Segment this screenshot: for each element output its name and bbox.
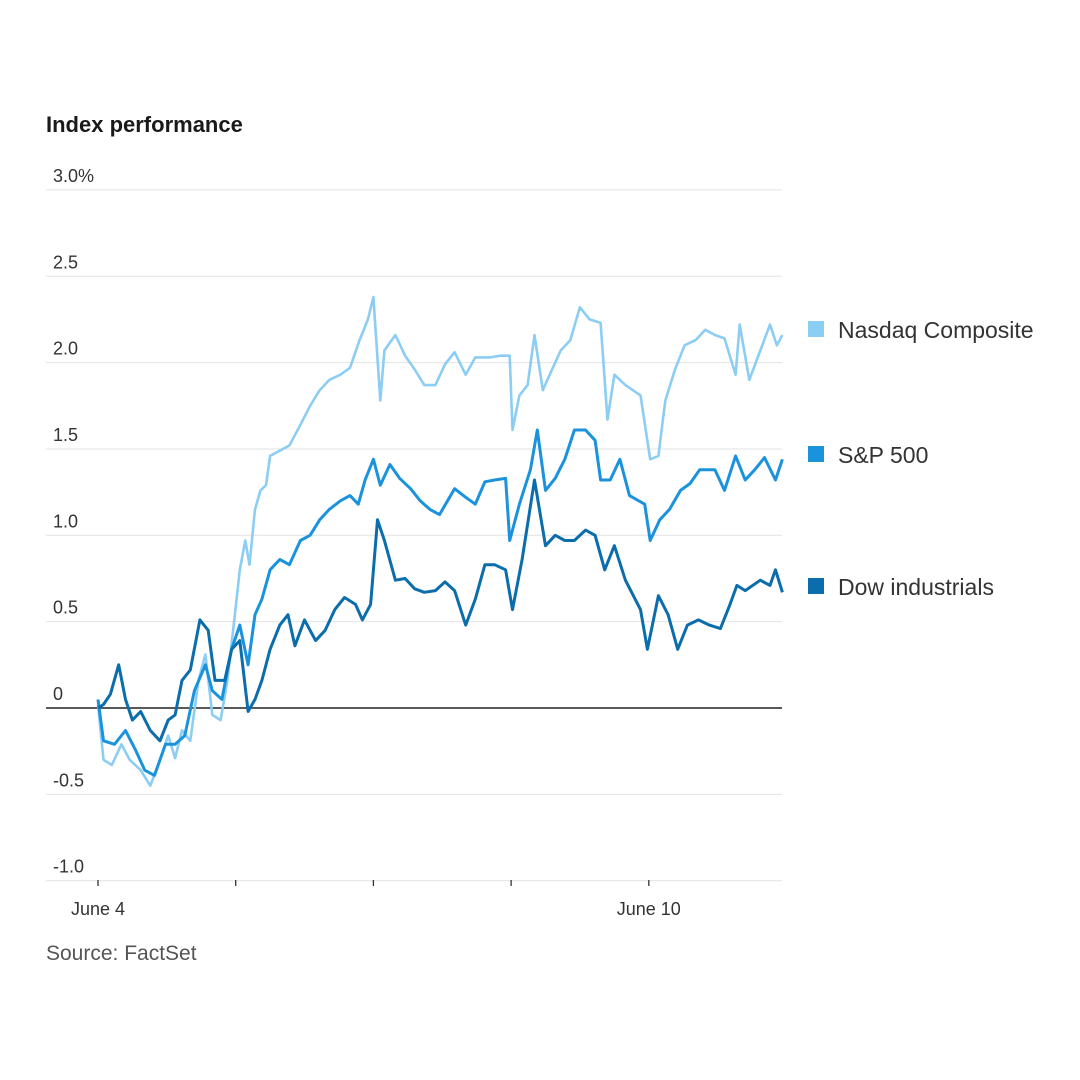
- y-tick-label: 2.5: [53, 252, 78, 272]
- x-tick-label: June 10: [617, 899, 681, 919]
- legend-label: Nasdaq Composite: [838, 317, 1034, 343]
- y-tick-label: 1.0: [53, 511, 78, 531]
- y-tick-label: -0.5: [53, 770, 84, 790]
- y-axis-ticks: 3.0% 2.5 2.0 1.5 1.0 0.5 0 -0.5 -1.0: [53, 166, 94, 877]
- series-line-dow-industrials: [97, 478, 784, 743]
- legend-swatch: [808, 578, 824, 594]
- gridlines: [46, 189, 782, 882]
- x-axis-ticks: June 4 June 10: [71, 880, 681, 919]
- y-tick-label: 1.5: [53, 425, 78, 445]
- legend-swatch: [808, 446, 824, 462]
- legend-swatch: [808, 321, 824, 337]
- y-tick-label: 3.0%: [53, 166, 94, 186]
- y-tick-label: 0.5: [53, 598, 78, 618]
- legend-label: Dow industrials: [838, 574, 994, 600]
- series-lines: [96, 295, 784, 788]
- series-line-s-p-500: [96, 428, 784, 777]
- legend-label: S&P 500: [838, 442, 928, 468]
- chart-title: Index performance: [46, 112, 243, 137]
- y-tick-label: -1.0: [53, 857, 84, 877]
- x-tick-label: June 4: [71, 899, 125, 919]
- legend: Nasdaq Composite S&P 500 Dow industrials: [808, 317, 1034, 600]
- series-line-nasdaq-composite: [96, 295, 784, 788]
- source-note: Source: FactSet: [46, 942, 197, 965]
- y-tick-label: 0: [53, 684, 63, 704]
- y-tick-label: 2.0: [53, 339, 78, 359]
